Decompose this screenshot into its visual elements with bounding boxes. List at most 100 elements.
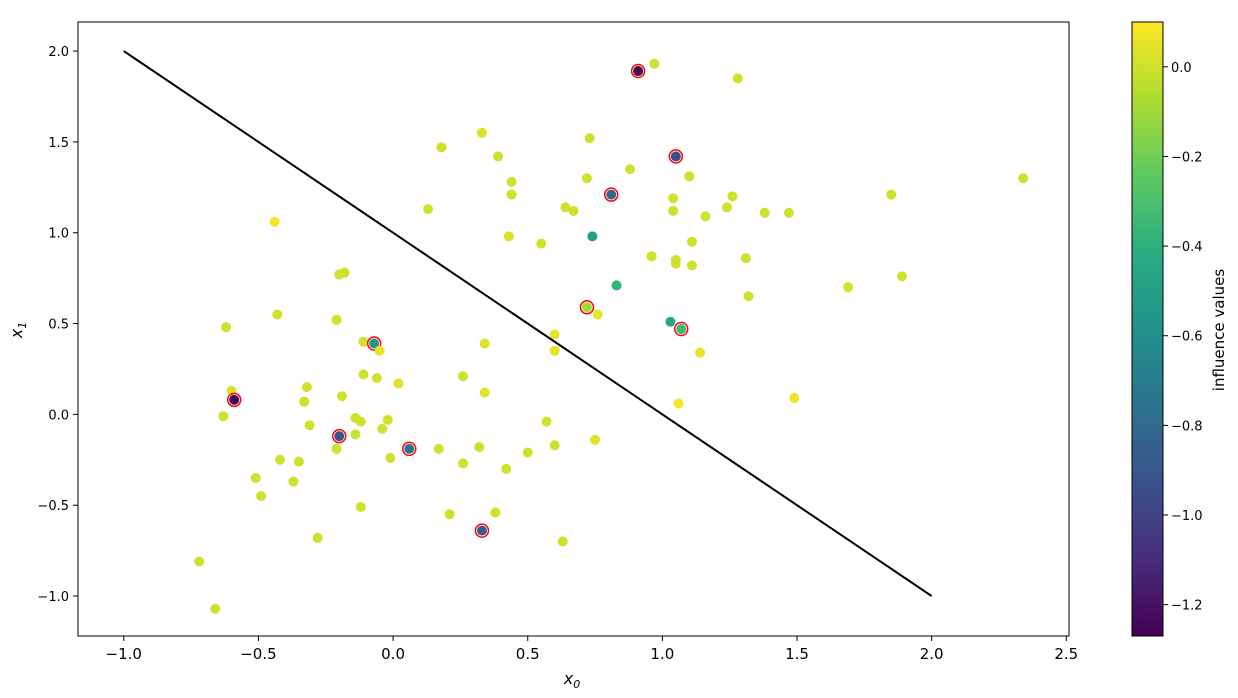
data-point-45 (331, 314, 342, 325)
data-point-93 (490, 507, 501, 518)
highlight-ring-48 (673, 321, 689, 337)
x-axis-label: x0 (563, 669, 580, 691)
y-tick-label: −1.0 (37, 590, 69, 605)
data-point-37 (334, 269, 345, 280)
data-point-42 (581, 302, 592, 313)
colorbar-label: influence values (1210, 269, 1228, 392)
decision-boundary-line (123, 50, 933, 597)
y-axis-label: x1 (7, 322, 29, 339)
data-point-87 (458, 458, 469, 469)
highlight-ring-7 (668, 149, 684, 164)
highlight-ring-52 (366, 336, 382, 351)
data-point-94 (444, 509, 455, 520)
data-point-50 (358, 336, 369, 347)
data-point-73 (304, 420, 315, 431)
data-point-72 (541, 416, 552, 427)
data-point-59 (393, 378, 404, 389)
colorbar-tick-label: −0.4 (1171, 240, 1203, 255)
data-point-99 (210, 603, 221, 614)
data-point-27 (587, 231, 598, 242)
data-point-12 (506, 176, 517, 187)
data-point-54 (549, 345, 560, 356)
data-point-18 (560, 202, 571, 213)
data-point-46 (665, 316, 676, 327)
data-point-28 (503, 231, 514, 242)
colorbar-ticks: 0.0 −0.2 −0.4 −0.6 −0.8 −1.0 −1.2 (1163, 61, 1203, 614)
data-point-48 (676, 324, 687, 334)
data-point-69 (218, 411, 229, 422)
data-point-71 (355, 416, 366, 427)
data-point-52 (369, 338, 380, 349)
plot-frame (77, 21, 1070, 637)
data-point-56 (358, 369, 369, 380)
data-point-34 (670, 258, 681, 269)
data-point-98 (194, 556, 205, 567)
data-point-39 (611, 280, 622, 291)
x-tick-label: −1.0 (106, 645, 142, 663)
data-point-81 (433, 443, 444, 454)
y-tick-label: 1.0 (48, 227, 69, 242)
colorbar-tick-label: −0.2 (1171, 150, 1203, 165)
data-point-43 (592, 309, 603, 320)
colorbar-tick-label: 0.0 (1171, 61, 1192, 76)
x-tick-label: −0.5 (240, 645, 276, 663)
data-point-8 (625, 164, 636, 175)
data-point-65 (299, 396, 310, 407)
colorbar-tick-label: −1.2 (1171, 599, 1203, 614)
data-point-21 (668, 205, 679, 216)
highlight-ring-76 (331, 428, 347, 444)
data-point-5 (436, 142, 447, 153)
data-point-35 (686, 260, 697, 271)
data-point-76 (334, 431, 345, 442)
data-point-9 (684, 171, 695, 182)
data-point-26 (269, 216, 280, 227)
data-point-4 (584, 133, 595, 144)
data-point-58 (371, 373, 382, 384)
data-point-86 (293, 456, 304, 467)
data-point-3 (476, 127, 487, 138)
colorbar-gradient (1131, 21, 1164, 637)
data-point-55 (695, 347, 706, 358)
y-tick-label: 1.5 (48, 136, 69, 151)
data-point-90 (288, 476, 299, 487)
data-point-19 (721, 202, 732, 213)
data-point-24 (783, 207, 794, 218)
data-point-57 (458, 371, 469, 382)
data-point-53 (374, 345, 385, 356)
colorbar-tick-label: −0.6 (1171, 330, 1203, 345)
data-point-97 (557, 536, 568, 547)
data-point-95 (476, 525, 487, 536)
highlight-ring-0 (630, 63, 646, 79)
data-point-85 (274, 454, 285, 465)
data-point-60 (301, 382, 312, 393)
data-point-13 (606, 189, 617, 200)
data-point-1 (649, 58, 660, 69)
data-point-66 (789, 393, 800, 404)
data-point-47 (221, 322, 232, 333)
data-point-32 (740, 253, 751, 264)
plot-area: −1.0 −0.5 0.0 0.5 1.0 1.5 2.0 2.5 −1.0 −0.5 0.0 0.… (37, 21, 1078, 663)
x-tick-label: 2.5 (1054, 645, 1078, 663)
data-point-6 (493, 151, 504, 162)
data-point-7 (670, 151, 681, 162)
data-point-0 (633, 66, 644, 77)
data-point-25 (700, 211, 711, 222)
data-point-23 (759, 207, 770, 218)
x-tick-label: 2.0 (920, 645, 944, 663)
colorbar-tick-label: −1.0 (1171, 509, 1203, 524)
x-axis: −1.0 −0.5 0.0 0.5 1.0 1.5 2.0 2.5 (106, 636, 1078, 663)
x-tick-label: 1.5 (785, 645, 809, 663)
data-point-22 (568, 205, 579, 216)
plot-marks (123, 50, 1029, 614)
data-point-20 (423, 204, 434, 215)
y-tick-label: 0.0 (48, 408, 69, 423)
data-point-40 (843, 282, 854, 293)
data-point-77 (590, 434, 601, 445)
highlight-ring-13 (603, 187, 619, 202)
data-point-41 (743, 291, 754, 302)
data-point-11 (581, 173, 592, 184)
data-point-31 (646, 251, 657, 262)
data-point-67 (673, 398, 684, 409)
data-point-15 (886, 189, 897, 200)
